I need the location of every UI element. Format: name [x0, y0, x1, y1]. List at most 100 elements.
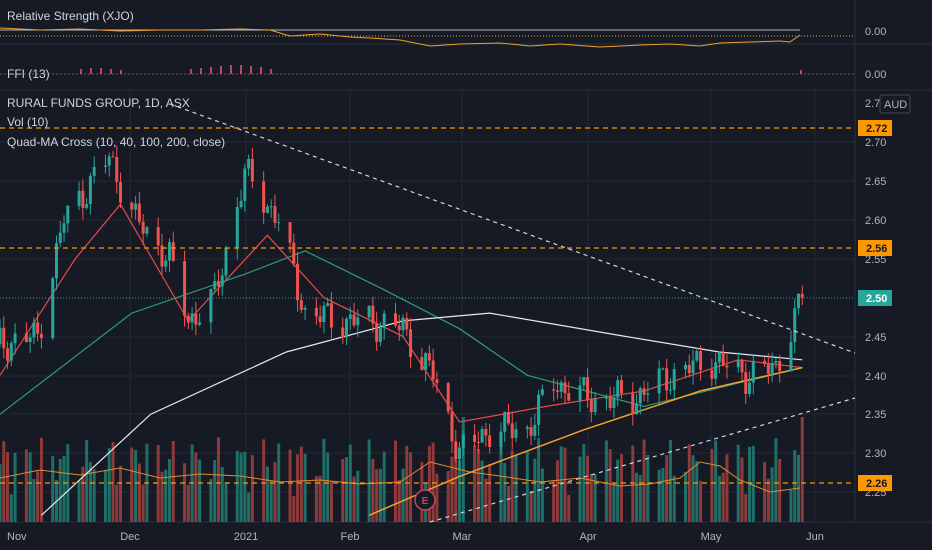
- time-tick-label: Jun: [806, 531, 824, 543]
- candle-body: [672, 369, 676, 390]
- volume-bar: [695, 460, 699, 522]
- price-tag-226: 2.26: [858, 475, 892, 491]
- resistance-trendline[interactable]: [169, 103, 856, 354]
- price-tick-label: 2.45: [865, 332, 886, 344]
- earnings-marker[interactable]: E: [414, 489, 436, 511]
- volume-bar: [397, 480, 401, 522]
- candle-body: [797, 293, 801, 309]
- candle-body: [420, 357, 424, 370]
- volume-bar: [555, 460, 559, 522]
- volume-bar: [699, 480, 703, 522]
- candle-body: [36, 322, 40, 334]
- volume-bar: [77, 480, 81, 522]
- volume-bar: [582, 444, 586, 522]
- time-axis[interactable]: Nov Dec 2021 Feb Mar Apr May Jun: [7, 531, 824, 543]
- candle-body: [525, 427, 529, 430]
- candle-body: [476, 441, 480, 443]
- candle-body: [186, 315, 190, 323]
- candle-body: [164, 260, 168, 267]
- candle-body: [24, 333, 28, 343]
- currency-badge[interactable]: [879, 94, 911, 114]
- candle-body: [348, 314, 352, 319]
- volume-bar: [220, 466, 224, 522]
- volume-bar: [277, 443, 281, 522]
- candle-body: [657, 368, 661, 394]
- volume-bar: [717, 475, 721, 522]
- candle-body: [424, 353, 428, 370]
- volume-bar: [273, 462, 277, 522]
- candle-body: [778, 361, 782, 372]
- volume-bar: [499, 437, 503, 522]
- volume-bar: [318, 475, 322, 522]
- candle-body: [62, 223, 66, 233]
- volume-bar: [213, 459, 217, 522]
- volume-bar: [183, 463, 187, 522]
- ma-100-line: [40, 312, 803, 516]
- candle-body: [156, 227, 160, 246]
- candle-body: [160, 245, 164, 267]
- volume-bar: [748, 446, 752, 522]
- candle-body: [770, 362, 774, 374]
- volume-bar: [608, 449, 612, 522]
- candle-body: [695, 351, 699, 361]
- volume-bar: [371, 458, 375, 522]
- volume-bar: [725, 454, 729, 522]
- volume-bar: [160, 471, 164, 522]
- volume-bar: [638, 475, 642, 522]
- candle-body: [578, 385, 582, 401]
- volume-bar: [247, 492, 251, 522]
- candle-body: [763, 360, 767, 364]
- volume-bar: [137, 463, 141, 522]
- candle-body: [427, 353, 431, 361]
- candle-body: [529, 427, 533, 436]
- candle-body: [288, 222, 292, 243]
- candle-body: [243, 168, 247, 201]
- ffi-bars: [80, 65, 802, 74]
- volume-bar: [800, 417, 804, 522]
- candle-body: [314, 307, 318, 317]
- volume-bar: [141, 484, 145, 522]
- last-price-tag: 2.50: [858, 290, 892, 306]
- volume-bar: [0, 464, 2, 522]
- quad-ma-label[interactable]: Quad-MA Cross (10, 40, 100, 200, close): [7, 135, 225, 149]
- candle-body: [533, 424, 537, 436]
- volume-bar: [744, 494, 748, 522]
- candle-body: [687, 364, 691, 374]
- price-tag-256: 2.56: [858, 240, 892, 256]
- volume-bar: [631, 445, 635, 522]
- candle-body: [58, 232, 62, 243]
- support-trendline[interactable]: [429, 397, 856, 523]
- candle-body: [619, 380, 623, 394]
- volume-label[interactable]: Vol (10): [7, 115, 48, 129]
- candle-body: [92, 166, 96, 176]
- candle-body: [473, 434, 477, 442]
- candle-body: [13, 333, 17, 344]
- time-tick-label: Apr: [579, 531, 596, 543]
- candle-body: [661, 368, 665, 370]
- volume-bar: [510, 450, 514, 522]
- volume-bar: [503, 462, 507, 522]
- volume-bar: [578, 456, 582, 522]
- candle-body: [367, 305, 371, 318]
- volume-bar: [604, 440, 608, 522]
- volume-bar: [454, 442, 458, 522]
- price-axis[interactable]: 2.72.702.652.602.552.452.402.352.302.25: [865, 98, 886, 499]
- volume-bar: [710, 448, 714, 522]
- candle-body: [247, 158, 251, 169]
- price-tick-label: 2.60: [865, 215, 886, 227]
- volume-bar: [401, 468, 405, 522]
- symbol-label[interactable]: RURAL FUNDS GROUP, 1D, ASX: [7, 96, 190, 110]
- volume-bar: [514, 455, 518, 522]
- candle-body: [51, 278, 55, 339]
- candle-body: [81, 190, 85, 208]
- candle-body: [220, 275, 224, 287]
- volume-bar: [134, 449, 138, 522]
- price-tick-label: 2.7: [865, 98, 880, 110]
- candle-body: [751, 360, 755, 383]
- candle-body: [559, 382, 563, 392]
- candle-body: [262, 181, 266, 213]
- volume-bar: [326, 452, 330, 522]
- candle-body: [393, 313, 397, 326]
- volume-bar: [766, 478, 770, 522]
